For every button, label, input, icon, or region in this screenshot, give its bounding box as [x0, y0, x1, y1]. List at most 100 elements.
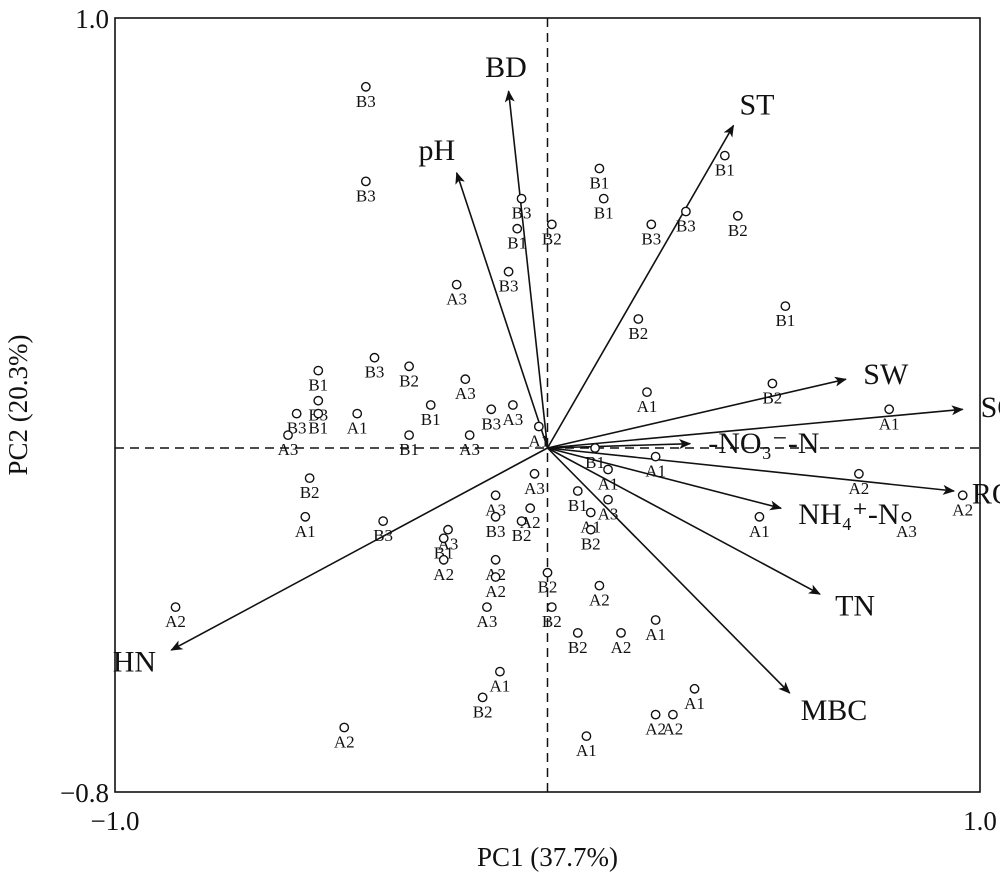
sample-point: [490, 490, 501, 501]
sample-label: A1: [637, 397, 658, 416]
sample-label: B3: [512, 204, 532, 223]
sample-point: [581, 731, 592, 741]
sample-point: [572, 486, 583, 496]
sample-label: B2: [581, 535, 601, 554]
vector-label: NH₄⁺-N: [798, 498, 899, 531]
vector-label: SOC: [981, 391, 1000, 424]
tick-labels: −1.0 1.0 −0.8 1.0: [60, 4, 997, 836]
sample-label: B2: [728, 221, 748, 240]
sample-point: [425, 400, 436, 410]
sample-label: A3: [459, 440, 480, 459]
sample-point: [732, 210, 743, 221]
sample-label: B2: [762, 389, 782, 408]
sample-point: [616, 628, 626, 638]
vector-arrow: [170, 447, 548, 651]
sample-label: A1: [645, 462, 666, 481]
sample-point: [360, 81, 371, 92]
sample-label: B1: [399, 440, 419, 459]
sample-label: A2: [165, 612, 186, 631]
sample-label: B1: [507, 234, 527, 253]
zero-lines: [115, 18, 980, 792]
sample-point: [516, 516, 527, 526]
sample-point: [533, 421, 544, 432]
sample-label: A1: [576, 741, 597, 760]
sample-label: B1: [715, 161, 735, 180]
sample-label: B1: [585, 453, 605, 472]
sample-point: [650, 451, 661, 462]
sample-label: B3: [365, 363, 385, 382]
sample-label: A1: [684, 694, 705, 713]
sample-label: B1: [434, 543, 454, 562]
vector-arrow: [547, 447, 821, 595]
sample-point: [490, 572, 501, 582]
sample-point: [854, 468, 864, 479]
sample-label: B2: [542, 612, 562, 631]
y-axis-label: PC2 (20.3%): [3, 335, 33, 476]
sample-point: [495, 666, 505, 677]
sample-point: [754, 511, 765, 522]
sample-point: [482, 602, 492, 612]
sample-point: [585, 507, 596, 518]
sample-point: [503, 266, 514, 277]
sample-label: A2: [589, 591, 610, 610]
sample-point: [283, 430, 293, 440]
sample-point: [598, 193, 609, 204]
sample-point: [170, 602, 181, 612]
vector-label: TN: [835, 590, 875, 623]
sample-point: [681, 206, 691, 217]
sample-point: [668, 709, 678, 720]
sample-label: B2: [568, 638, 588, 657]
sample-point: [378, 516, 389, 526]
sample-point: [490, 554, 501, 565]
sample-label: B2: [512, 526, 532, 545]
x-tick-label: 1.0: [963, 806, 997, 836]
sample-point: [516, 193, 527, 204]
vector-arrow: [547, 439, 692, 450]
sample-label: A3: [446, 290, 467, 309]
sample-label: A1: [528, 432, 549, 451]
sample-point: [642, 387, 652, 397]
sample-point: [313, 365, 324, 376]
sample-point: [291, 408, 302, 419]
vector-label: MBC: [801, 694, 868, 727]
vector-arrow: [547, 447, 956, 495]
vector-label: ROC: [972, 478, 1000, 511]
x-tick-label: −1.0: [91, 806, 140, 836]
sample-label: A1: [749, 522, 770, 541]
sample-point: [546, 219, 557, 230]
sample-label: B3: [481, 414, 501, 433]
sample-point: [460, 374, 471, 385]
sample-point: [585, 524, 596, 535]
plot-frame: [114, 17, 981, 793]
sample-label: B1: [568, 496, 588, 515]
sample-label: A2: [849, 479, 870, 498]
sample-point: [767, 378, 778, 389]
sample-label: A3: [503, 410, 524, 429]
sample-point: [633, 314, 644, 324]
vector-arrow: [547, 405, 964, 449]
sample-point: [603, 464, 613, 475]
sample-label: B3: [486, 522, 506, 541]
sample-label: A2: [611, 638, 632, 657]
sample-point: [572, 628, 583, 638]
sample-point: [590, 443, 600, 453]
sample-point: [304, 473, 315, 483]
sample-point: [650, 615, 661, 625]
vector-arrow: [546, 447, 791, 694]
sample-point: [957, 490, 968, 501]
vector-arrow: [504, 90, 549, 449]
sample-point: [546, 602, 557, 612]
sample-label: A2: [645, 720, 666, 739]
vector-label: HN: [113, 645, 156, 678]
sample-point: [594, 580, 605, 591]
sample-point: [646, 219, 657, 230]
sample-label: B1: [308, 419, 328, 438]
sample-label: A3: [455, 384, 476, 403]
sample-label: B1: [421, 410, 441, 429]
sample-point: [477, 692, 488, 703]
vector-arrow: [547, 447, 783, 511]
sample-point: [603, 494, 613, 505]
vector-arrow: [547, 376, 847, 449]
sample-label: B1: [594, 204, 614, 223]
